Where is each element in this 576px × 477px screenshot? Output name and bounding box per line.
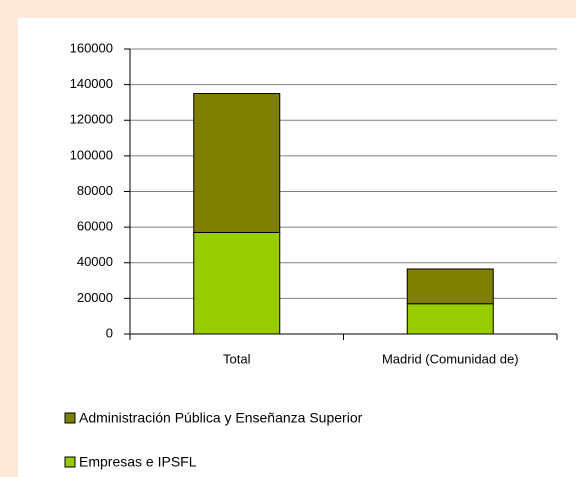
bar-segment — [406, 268, 494, 305]
bar-segment — [406, 303, 494, 335]
y-tick-label: 40000 — [77, 254, 113, 269]
chart-panel — [18, 18, 576, 477]
y-tick-label: 160000 — [70, 40, 113, 55]
y-tick-label: 60000 — [77, 219, 113, 234]
bar-segment — [193, 93, 281, 233]
x-tick-label: Total — [223, 351, 251, 366]
x-tick-label: Madrid (Comunidad de) — [382, 351, 519, 366]
y-tick-label: 120000 — [70, 112, 113, 127]
legend-label: Administración Pública y Enseñanza Super… — [79, 410, 363, 426]
legend-swatch — [64, 412, 76, 424]
legend: Administración Pública y Enseñanza Super… — [64, 410, 363, 470]
legend-label: Empresas e IPSFL — [79, 454, 197, 470]
y-tick-label: 80000 — [77, 183, 113, 198]
bar-segment — [193, 231, 281, 335]
y-tick-label: 0 — [106, 325, 113, 340]
y-tick-label: 140000 — [70, 76, 113, 91]
y-tick-label: 20000 — [77, 290, 113, 305]
legend-swatch — [64, 456, 76, 468]
y-tick-label: 100000 — [70, 147, 113, 162]
